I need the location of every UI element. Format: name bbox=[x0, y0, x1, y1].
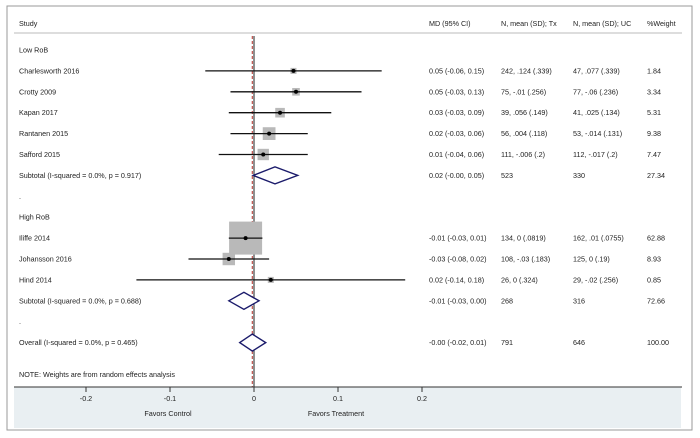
tx-value: 523 bbox=[501, 171, 513, 180]
study-label: Johansson 2016 bbox=[19, 255, 72, 264]
uc-value: 316 bbox=[573, 296, 585, 305]
subtotal-diamond bbox=[227, 291, 261, 311]
tx-value: 75, -.01 (.256) bbox=[501, 87, 546, 96]
point-estimate bbox=[294, 89, 298, 94]
weight-value: 72.66 bbox=[647, 296, 665, 305]
xlabel-favors-control: Favors Control bbox=[144, 409, 192, 418]
weight-value: 62.88 bbox=[647, 234, 665, 243]
weight-value: 5.31 bbox=[647, 108, 661, 117]
tx-value: 791 bbox=[501, 338, 513, 347]
group-label: Low RoB bbox=[19, 46, 48, 55]
xlabel-favors-treatment: Favors Treatment bbox=[308, 409, 364, 418]
x-tick-label: -0.2 bbox=[80, 394, 92, 403]
study-label: Rantanen 2015 bbox=[19, 129, 68, 138]
md-ci-value: 0.02 (-0.14, 0.18) bbox=[429, 275, 484, 284]
tx-value: 39, .056 (.149) bbox=[501, 108, 548, 117]
x-tick-label: 0 bbox=[252, 394, 256, 403]
x-tick-label: -0.1 bbox=[164, 394, 176, 403]
point-estimate bbox=[226, 257, 231, 261]
point-estimate bbox=[268, 277, 273, 282]
note-text: NOTE: Weights are from random effects an… bbox=[19, 370, 175, 379]
md-ci-value: 0.05 (-0.03, 0.13) bbox=[429, 87, 484, 96]
col-header-study: Study bbox=[19, 19, 38, 28]
uc-value: 125, 0 (.19) bbox=[573, 255, 610, 264]
md-ci-value: 0.02 (-0.00, 0.05) bbox=[429, 171, 484, 180]
point-estimate bbox=[267, 131, 272, 136]
md-ci-value: 0.05 (-0.06, 0.15) bbox=[429, 66, 484, 75]
study-label: Charlesworth 2016 bbox=[19, 66, 79, 75]
study-label: Safford 2015 bbox=[19, 150, 60, 159]
tx-value: 111, -.006 (.2) bbox=[501, 150, 545, 159]
uc-value: 29, -.02 (.256) bbox=[573, 275, 618, 284]
tx-value: 108, -.03 (.183) bbox=[501, 255, 550, 264]
md-ci-value: -0.00 (-0.02, 0.01) bbox=[429, 338, 487, 347]
x-tick-label: 0.1 bbox=[333, 394, 343, 403]
ticks-layer: -0.2 -0.1 0 0.1 0.2 bbox=[80, 387, 427, 403]
point-estimate bbox=[291, 68, 296, 73]
uc-value: 646 bbox=[573, 338, 585, 347]
plot-frame bbox=[6, 5, 693, 431]
weight-value: 3.34 bbox=[647, 87, 661, 96]
study-label: Overall (I-squared = 0.0%, p = 0.465) bbox=[19, 338, 138, 347]
study-label: Iliffe 2014 bbox=[19, 234, 50, 243]
weight-value: 8.93 bbox=[647, 255, 661, 264]
group-label: High RoB bbox=[19, 213, 50, 222]
tx-value: 134, 0 (.0819) bbox=[501, 234, 546, 243]
uc-value: 53, -.014 (.131) bbox=[573, 129, 622, 138]
uc-value: 47, .077 (.339) bbox=[573, 66, 620, 75]
uc-value: 77, -.06 (.236) bbox=[573, 87, 618, 96]
point-estimate bbox=[278, 110, 283, 115]
col-header-weight: %Weight bbox=[647, 19, 676, 28]
col-header-uc: N, mean (SD); UC bbox=[573, 19, 631, 28]
weight-value: 9.38 bbox=[647, 129, 661, 138]
rows-layer: Low RoB Charlesworth 2016 0.05 (-0.06, 0.1… bbox=[19, 46, 669, 348]
spacer-dot: . bbox=[19, 317, 21, 326]
md-ci-value: -0.01 (-0.03, 0.01) bbox=[429, 234, 487, 243]
md-ci-value: 0.03 (-0.03, 0.09) bbox=[429, 108, 484, 117]
tx-value: 56, .004 (.118) bbox=[501, 129, 547, 138]
md-ci-value: -0.03 (-0.08, 0.02) bbox=[429, 255, 487, 264]
col-header-tx: N, mean (SD); Tx bbox=[501, 19, 557, 28]
uc-value: 41, .025 (.134) bbox=[573, 108, 620, 117]
subtotal-diamond bbox=[251, 166, 300, 185]
point-estimate bbox=[261, 152, 266, 157]
md-ci-value: -0.01 (-0.03, 0.00) bbox=[429, 296, 487, 305]
uc-value: 112, -.017 (.2) bbox=[573, 150, 618, 159]
col-header-md: MD (95% CI) bbox=[429, 19, 471, 28]
weight-value: 100.00 bbox=[647, 338, 669, 347]
study-label: Hind 2014 bbox=[19, 275, 52, 284]
spacer-dot: . bbox=[19, 192, 21, 201]
study-label: Crotty 2009 bbox=[19, 87, 56, 96]
overall-diamond bbox=[238, 333, 268, 352]
md-ci-value: 0.02 (-0.03, 0.06) bbox=[429, 129, 484, 138]
study-label: Subtotal (I-squared = 0.0%, p = 0.688) bbox=[19, 296, 141, 305]
md-ci-value: 0.01 (-0.04, 0.06) bbox=[429, 150, 484, 159]
tx-value: 26, 0 (.324) bbox=[501, 275, 538, 284]
point-estimate bbox=[243, 236, 248, 241]
tx-value: 268 bbox=[501, 296, 513, 305]
weight-value: 1.84 bbox=[647, 66, 661, 75]
uc-value: 162, .01 (.0755) bbox=[573, 234, 624, 243]
weight-value: 7.47 bbox=[647, 150, 661, 159]
weight-value: 0.85 bbox=[647, 275, 661, 284]
marks-layer bbox=[136, 36, 406, 387]
tx-value: 242, .124 (.339) bbox=[501, 66, 552, 75]
axis-panel bbox=[14, 387, 681, 428]
study-label: Subtotal (I-squared = 0.0%, p = 0.917) bbox=[19, 171, 141, 180]
study-label: Kapan 2017 bbox=[19, 108, 58, 117]
uc-value: 330 bbox=[573, 171, 585, 180]
weight-value: 27.34 bbox=[647, 171, 665, 180]
x-tick-label: 0.2 bbox=[417, 394, 427, 403]
